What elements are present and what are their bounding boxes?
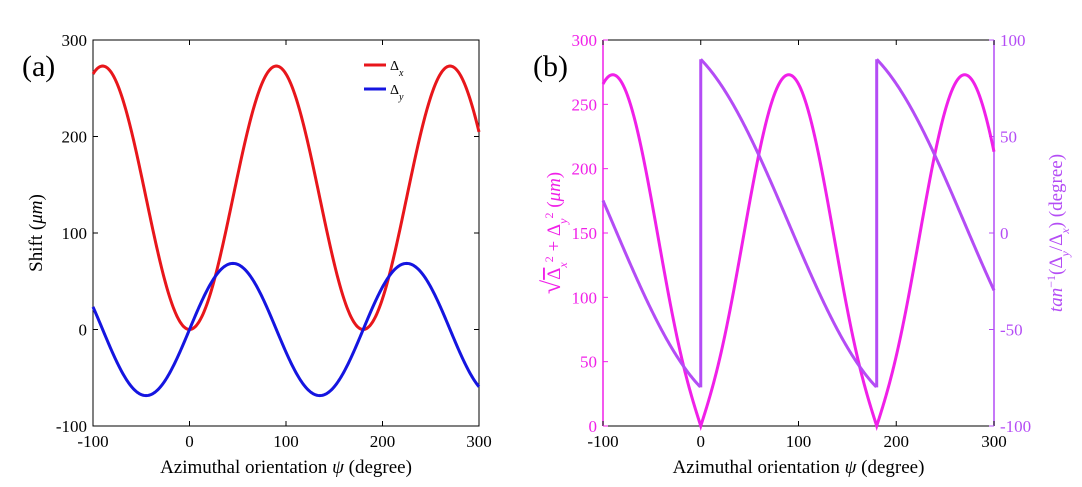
plot-frame-a (92, 39, 480, 427)
x-axis-title-b: Azimuthal orientation ψ (degree) (673, 457, 925, 478)
y-axis-title-a: Shift (μm) (26, 194, 47, 272)
legend-delta: Δ (390, 83, 399, 98)
y-tick-label-right-b: -100 (1000, 417, 1031, 436)
plus-sign: + (544, 236, 565, 256)
panel-label-a: (a) (22, 50, 55, 83)
series-line-delta-y (91, 261, 481, 398)
series-line-delta-x (91, 64, 481, 332)
slash: / (1046, 245, 1067, 251)
sub-x: x (1058, 228, 1072, 235)
radical-sign: √ (537, 279, 566, 294)
legend-delta: Δ (390, 59, 399, 74)
x-tick-label-b: 300 (981, 432, 1007, 451)
y-tick-label-a: 0 (79, 321, 88, 340)
y-tick-label-right-b: 0 (1000, 224, 1009, 243)
unit: μm (544, 178, 565, 202)
x-title-suffix: (degree) (344, 457, 412, 478)
paren-close: ) (1046, 222, 1067, 228)
y-tick-label-left-b: 50 (580, 353, 597, 372)
x-tick-label-b: 0 (697, 432, 706, 451)
sub-y: y (1058, 250, 1072, 257)
unit-open: ( (544, 201, 565, 212)
delta-2: Δ (544, 224, 565, 236)
panel-a: -100 0 100 200 300-1000100200300ΔxΔy(a)Azimu… (22, 31, 492, 478)
x-title-symbol: ψ (332, 457, 345, 478)
y-axis-title-left-b: √Δx2 + Δy2 (μm) (537, 172, 570, 294)
x-tick-label-a: 300 (466, 432, 492, 451)
x-tick-label-b: -100 (587, 432, 618, 451)
x-tick-label-a: 100 (273, 432, 299, 451)
y-tick-label-a: 300 (62, 31, 88, 50)
fn-sup: −1 (1044, 275, 1058, 288)
delta-1: Δ (544, 268, 565, 280)
paren-open: ( (1046, 269, 1067, 275)
x-axis-title-a: Azimuthal orientation ψ (degree) (160, 457, 412, 478)
y-title-text: Shift ( (26, 224, 47, 272)
x-tick-label-a: -100 (77, 432, 108, 451)
y-tick-label-a: 200 (62, 128, 88, 147)
y-tick-label-left-b: 100 (572, 288, 598, 307)
series-line-magnitude (601, 73, 996, 431)
x-tick-label-a: 200 (370, 432, 396, 451)
y-tick-label-left-b: 0 (589, 417, 598, 436)
y-tick-label-right-b: -50 (1000, 321, 1023, 340)
x-tick-label-b: 100 (786, 432, 812, 451)
unit-close: ) (544, 172, 565, 178)
sup-2: 2 (542, 213, 556, 219)
x-title-prefix: Azimuthal orientation (160, 457, 332, 478)
series-line-angle-seg2 (699, 58, 878, 388)
delta-x: Δ (1046, 234, 1067, 246)
y-tick-label-right-b: 50 (1000, 128, 1017, 147)
y-tick-label-a: 100 (62, 224, 88, 243)
y-tick-label-left-b: 300 (572, 31, 598, 50)
panel-b: -100 0 100 200 300050100150200250300-100-500… (533, 31, 1072, 478)
y-title-unit: μm (26, 201, 47, 225)
y-title-close: ) (26, 194, 47, 200)
y-tick-label-left-b: 200 (572, 160, 598, 179)
sub-2: y (556, 218, 570, 225)
series-line-angle-seg3 (875, 58, 996, 291)
y-axis-title-right-b: tan−1(Δy/Δx) (degree) (1044, 154, 1072, 312)
series-line-angle-seg1 (601, 199, 702, 388)
x-title-symbol: ψ (845, 457, 858, 478)
fn-name: tan (1046, 288, 1067, 312)
sub-1: x (556, 262, 570, 269)
x-title-prefix: Azimuthal orientation (673, 457, 845, 478)
y-tick-label-a: -100 (56, 417, 87, 436)
unit-suffix: (degree) (1046, 154, 1067, 222)
delta-y: Δ (1046, 256, 1067, 268)
y-tick-label-left-b: 150 (572, 224, 598, 243)
x-tick-label-a: 0 (185, 432, 194, 451)
y-tick-label-right-b: 100 (1000, 31, 1026, 50)
legend-subscript: y (398, 92, 404, 103)
legend-label-y: Δy (390, 83, 404, 103)
y-tick-label-left-b: 250 (572, 95, 598, 114)
panel-label-b: (b) (533, 50, 568, 83)
legend-label-x: Δx (390, 59, 404, 79)
x-title-suffix: (degree) (856, 457, 924, 478)
legend-subscript: x (398, 68, 404, 79)
x-tick-label-b: 200 (884, 432, 910, 451)
sup-1: 2 (542, 256, 556, 262)
